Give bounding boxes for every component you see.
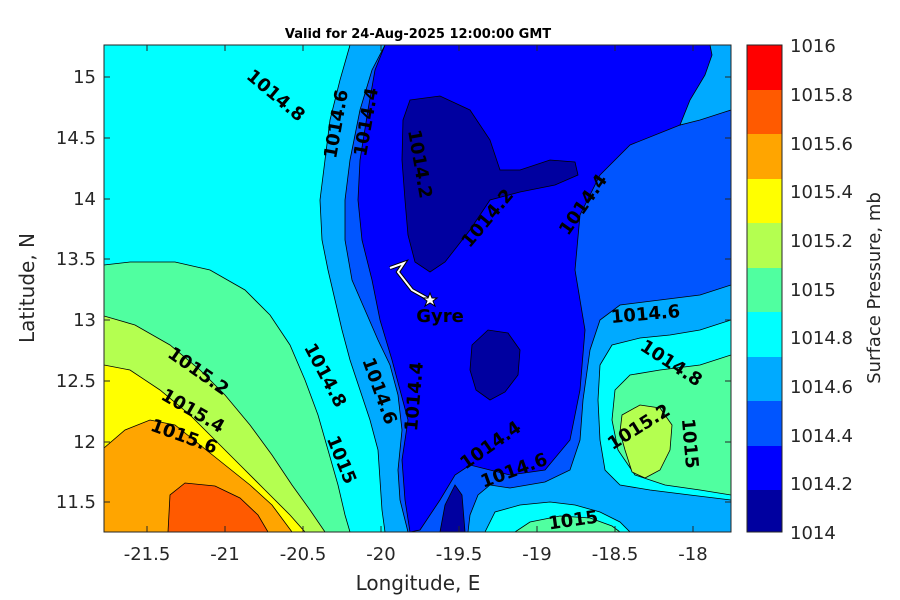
- x-tick-label: -19: [522, 544, 551, 565]
- gyre-track: Gyre: [389, 259, 464, 327]
- y-tick-label: 11.5: [56, 492, 96, 513]
- y-tick-label: 13.5: [56, 249, 96, 270]
- band-1015-8-west: [167, 482, 269, 532]
- colorbar-tick-label: 1014.8: [790, 328, 853, 349]
- x-tick: -18.5: [592, 45, 639, 565]
- colorbar-tick-label: 1015.2: [790, 231, 853, 252]
- x-tick-label: -20: [366, 544, 395, 565]
- y-tick-label: 12: [73, 432, 96, 453]
- x-tick: -21: [210, 45, 240, 565]
- band-1014-0-a: [401, 95, 579, 273]
- colorbar-swatch: [747, 179, 782, 223]
- colorbar-swatch: [747, 446, 782, 490]
- band-1015-2-east: [619, 404, 673, 479]
- colorbar-swatch: [747, 90, 782, 134]
- colorbar: 1016 1015.8 1015.6 1015.4 1015.2 1015 10…: [746, 36, 885, 544]
- x-tick: -20: [366, 45, 396, 565]
- x-tick: -19: [522, 45, 552, 565]
- x-axis: -21.5 -21 -20.5 -20 -19.5 -19 -18.5 -18: [124, 45, 708, 595]
- colorbar-tick-label: 1014: [790, 523, 836, 544]
- plot-frame: [103, 44, 732, 533]
- y-tick-label: 14: [73, 189, 96, 210]
- y-tick: 12.5: [56, 371, 731, 392]
- contour-label: 1015: [677, 418, 702, 470]
- y-tick: 14: [73, 189, 731, 210]
- colorbar-tick-label: 1014.6: [790, 377, 853, 398]
- x-tick-label: -18.5: [592, 544, 639, 565]
- colorbar-swatch: [747, 357, 782, 401]
- colorbar-tick-label: 1014.4: [790, 426, 853, 447]
- y-tick: 15: [73, 67, 731, 88]
- y-tick-label: 13: [73, 310, 96, 331]
- x-tick: -19.5: [436, 45, 483, 565]
- gyre-star-icon: [421, 291, 439, 308]
- x-tick-label: -21: [210, 544, 239, 565]
- y-tick: 13: [73, 310, 731, 331]
- colorbar-tick-label: 1015.6: [790, 134, 853, 155]
- colorbar-tick-label: 1016: [790, 36, 836, 57]
- x-tick: -18: [678, 45, 708, 565]
- y-tick-label: 12.5: [56, 371, 96, 392]
- colorbar-frame: [746, 44, 783, 533]
- band-1014-0-c: [439, 484, 466, 532]
- colorbar-swatch: [747, 401, 782, 446]
- colorbar-tick-label: 1014.2: [790, 474, 853, 495]
- x-tick-label: -19.5: [436, 544, 483, 565]
- y-tick-label: 14.5: [56, 128, 96, 149]
- colorbar-tick-label: 1015.4: [790, 182, 853, 203]
- x-tick-label: -20.5: [280, 544, 327, 565]
- y-tick: 11.5: [56, 492, 731, 513]
- x-axis-label: Longitude, E: [356, 571, 481, 595]
- band-1014-0-b: [469, 329, 521, 401]
- y-axis-label: Latitude, N: [15, 233, 39, 343]
- x-tick-label: -18: [678, 544, 707, 565]
- gyre-label: Gyre: [416, 306, 464, 327]
- y-axis: 15 14.5 14 13.5 13 12.5 12 11.5: [15, 67, 731, 513]
- colorbar-swatch: [747, 268, 782, 312]
- colorbar-swatch: [747, 223, 782, 268]
- x-tick: -20.5: [280, 45, 327, 565]
- x-tick: -21.5: [124, 45, 171, 565]
- colorbar-tick-label: 1015: [790, 280, 836, 301]
- y-tick-label: 15: [73, 67, 96, 88]
- colorbar-label: Surface Pressure, mb: [864, 192, 885, 384]
- contour-plot: [104, 45, 731, 532]
- band-1014-6-ne: [679, 45, 731, 126]
- colorbar-swatch: [747, 490, 782, 532]
- y-tick: 12: [73, 432, 731, 453]
- band-1015-0-south: [514, 515, 621, 532]
- colorbar-swatch: [747, 134, 782, 179]
- x-tick-label: -21.5: [124, 544, 171, 565]
- map-title: Valid for 24-Aug-2025 12:00:00 GMT: [285, 27, 551, 42]
- colorbar-swatch: [747, 45, 782, 90]
- y-tick: 13.5: [56, 249, 731, 270]
- y-tick: 14.5: [56, 128, 731, 149]
- colorbar-swatch: [747, 312, 782, 357]
- colorbar-tick-label: 1015.8: [790, 85, 853, 106]
